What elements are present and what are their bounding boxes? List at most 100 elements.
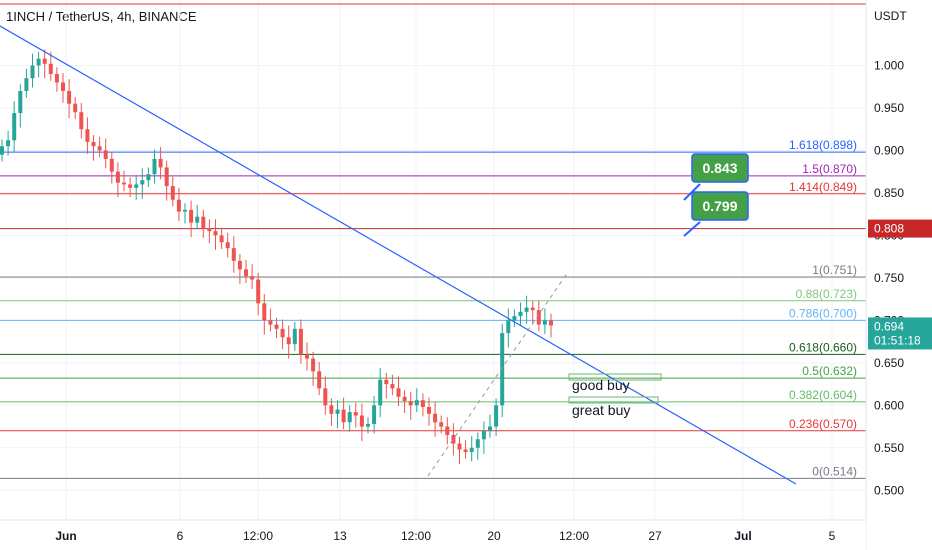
- x-tick-label: 13: [333, 529, 347, 543]
- candle-body: [158, 158, 163, 168]
- candle-body: [518, 311, 523, 317]
- candle-body: [439, 422, 444, 427]
- fib-label: 0.618(0.660): [789, 340, 857, 354]
- candle-body: [274, 324, 279, 329]
- candle-body: [250, 276, 255, 280]
- candle-body: [18, 90, 23, 114]
- candle-body: [195, 216, 200, 223]
- candle-body: [396, 388, 401, 397]
- candle-body: [384, 379, 389, 385]
- candle-body: [329, 405, 334, 414]
- x-tick-label: 12:00: [401, 529, 431, 543]
- x-tick-label: 6: [177, 529, 184, 543]
- fib-label: 0.236(0.570): [789, 417, 857, 431]
- candle-body: [542, 320, 547, 325]
- price-badge: [868, 317, 932, 350]
- candle-body: [97, 146, 102, 151]
- candle-body: [103, 150, 108, 159]
- candle-body: [109, 158, 114, 172]
- candle-body: [427, 407, 431, 414]
- candle-body: [134, 184, 139, 188]
- candle-body: [353, 412, 358, 416]
- candle-body: [280, 328, 285, 338]
- candle-body: [347, 412, 352, 423]
- candle-body: [164, 167, 169, 187]
- good-buy-box: [568, 373, 662, 381]
- x-tick-label: 5: [829, 529, 836, 543]
- x-tick-label: 27: [648, 529, 662, 543]
- price-badge-sub: 01:51:18: [874, 333, 921, 347]
- candle-body: [341, 409, 346, 423]
- great-buy-label: great buy: [572, 402, 630, 418]
- time-axis: Jun 6 12:00 13 12:00 20 12:00 27 Jul 5: [0, 519, 866, 550]
- candle-body: [36, 58, 41, 66]
- fib-label: 0.786(0.700): [789, 306, 857, 320]
- candle-body: [408, 401, 413, 406]
- candle-body: [61, 82, 65, 91]
- x-tick-label: Jul: [734, 529, 751, 543]
- axis-unit: USDT: [874, 9, 907, 23]
- candle-body: [451, 435, 456, 444]
- candle-body: [140, 180, 145, 185]
- chart-title: 1INCH / TetherUS, 4h, BINANCE: [6, 9, 197, 24]
- candle-body: [91, 141, 96, 147]
- candle-body: [12, 113, 17, 141]
- target-box: [691, 191, 749, 221]
- candle-body: [323, 388, 328, 406]
- candle-body: [6, 140, 11, 147]
- candles: [0, 49, 553, 464]
- candle-body: [469, 447, 474, 453]
- candle-body: [115, 171, 120, 183]
- candle-body: [500, 333, 505, 406]
- x-tick-label: 20: [487, 529, 501, 543]
- candle-body: [207, 228, 212, 232]
- candle-body: [481, 430, 486, 440]
- candle-body: [146, 174, 151, 181]
- candle-body: [189, 209, 194, 223]
- candle-body: [176, 199, 181, 212]
- candle-body: [378, 379, 383, 406]
- dashed-trend-line: [427, 271, 569, 477]
- candle-body: [67, 90, 72, 104]
- price-badge-label: 0.808: [874, 222, 904, 236]
- x-tick-label: 12:00: [243, 529, 273, 543]
- y-tick-label: 0.550: [874, 441, 904, 455]
- candle-body: [73, 103, 78, 113]
- candle-body: [54, 73, 59, 83]
- y-tick-label: 0.900: [874, 143, 904, 157]
- y-tick-label: 0.950: [874, 101, 904, 115]
- candle-body: [512, 316, 517, 321]
- y-tick-label: 0.850: [874, 186, 904, 200]
- candle-body: [335, 409, 340, 414]
- candle-body: [79, 112, 84, 130]
- candle-body: [402, 396, 407, 402]
- candle-body: [292, 328, 297, 345]
- fib-label: 1(0.751): [812, 263, 857, 277]
- candle-body: [536, 310, 541, 325]
- trend-lines: [0, 25, 797, 485]
- target-label: 0.799: [702, 198, 737, 214]
- fib-label: 0.5(0.632): [802, 364, 857, 378]
- candle-body: [219, 235, 224, 243]
- candle-body: [128, 184, 133, 188]
- target-box: [691, 153, 749, 183]
- candle-body: [237, 260, 242, 270]
- price-badge-label: 0.694: [874, 319, 904, 333]
- candle-body: [372, 405, 377, 424]
- candle-body: [445, 426, 450, 436]
- candle-body: [420, 400, 425, 408]
- candle-body: [390, 384, 395, 389]
- fib-label: 0(0.514): [812, 464, 857, 478]
- candle-body: [414, 400, 419, 406]
- candle-body: [463, 449, 468, 453]
- candle-body: [286, 337, 291, 345]
- candle-body: [48, 63, 53, 74]
- good-buy-label: good buy: [572, 377, 630, 393]
- fib-label: 0.88(0.723): [796, 287, 857, 301]
- fib-label: 1.5(0.870): [802, 162, 857, 176]
- y-tick-label: 0.650: [874, 356, 904, 370]
- candle-body: [268, 320, 273, 325]
- x-tick-label: Jun: [55, 529, 76, 543]
- great-buy-box: [568, 396, 659, 404]
